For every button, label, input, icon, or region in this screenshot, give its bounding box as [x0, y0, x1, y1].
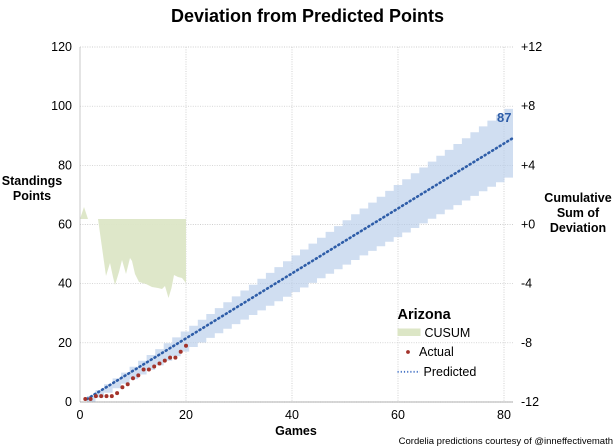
svg-text:80: 80: [497, 408, 511, 422]
svg-text:Predicted: Predicted: [424, 365, 477, 379]
svg-text:CUSUM: CUSUM: [425, 326, 471, 340]
svg-text:Points: Points: [13, 189, 51, 203]
svg-text:60: 60: [391, 408, 405, 422]
svg-text:Sum of: Sum of: [557, 206, 600, 220]
svg-text:-8: -8: [521, 336, 532, 350]
svg-text:87: 87: [497, 110, 511, 125]
svg-text:120: 120: [51, 40, 72, 54]
svg-text:20: 20: [58, 336, 72, 350]
svg-text:Cordelia predictions courtesy: Cordelia predictions courtesy of @inneff…: [399, 436, 613, 447]
svg-text:+8: +8: [521, 99, 535, 113]
svg-text:0: 0: [77, 408, 84, 422]
svg-text:+12: +12: [521, 40, 542, 54]
svg-text:+0: +0: [521, 218, 535, 232]
svg-text:40: 40: [285, 408, 299, 422]
svg-text:0: 0: [65, 395, 72, 409]
svg-text:60: 60: [58, 218, 72, 232]
svg-text:40: 40: [58, 277, 72, 291]
svg-text:+4: +4: [521, 158, 535, 172]
svg-text:Actual: Actual: [419, 345, 454, 359]
svg-text:80: 80: [58, 158, 72, 172]
svg-text:Deviation: Deviation: [550, 221, 606, 235]
svg-text:20: 20: [179, 408, 193, 422]
svg-text:Games: Games: [275, 424, 317, 438]
svg-text:Cumulative: Cumulative: [544, 191, 611, 205]
svg-text:Arizona: Arizona: [398, 307, 452, 323]
svg-text:100: 100: [51, 99, 72, 113]
svg-text:-12: -12: [521, 395, 539, 409]
svg-text:-4: -4: [521, 277, 532, 291]
svg-text:Standings: Standings: [2, 174, 62, 188]
